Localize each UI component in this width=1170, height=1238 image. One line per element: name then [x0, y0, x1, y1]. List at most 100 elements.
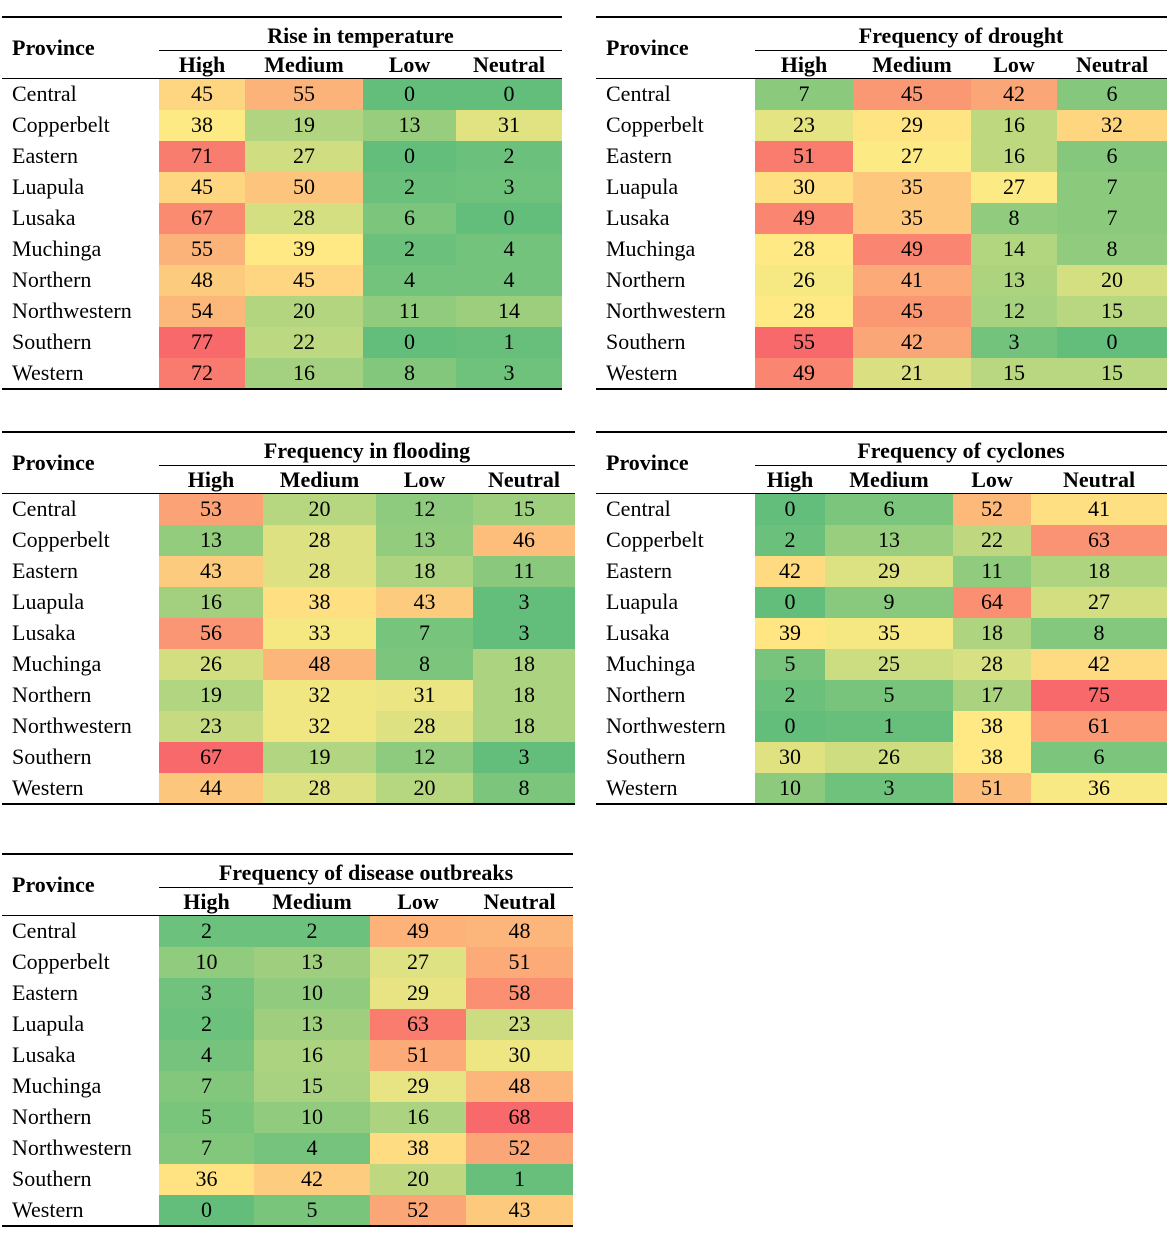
heat-cell-western-medium: 28 [263, 772, 376, 805]
province-header: Province [2, 431, 159, 494]
heat-cell-northern-low: 4 [363, 264, 456, 296]
row-label-central: Central [12, 81, 77, 107]
heat-cell-northern-medium: 41 [853, 264, 971, 296]
table-title: Frequency in flooding [159, 431, 575, 466]
table-row: Copperbelt 10 13 27 51 [2, 946, 574, 978]
column-header-low: Low [376, 465, 473, 494]
column-header-neutral: Neutral [473, 465, 575, 494]
row-label-western: Western [596, 772, 755, 805]
heat-cell-northwestern-neutral: 52 [466, 1132, 574, 1164]
heat-cell-southern-medium: 26 [825, 741, 953, 773]
heat-cell-muchinga-low: 28 [953, 648, 1031, 680]
heat-cell-lusaka-medium: 16 [254, 1039, 370, 1071]
column-header-neutral: Neutral [1057, 50, 1168, 79]
heat-cell-lusaka-low: 6 [363, 202, 456, 234]
column-header-neutral: Neutral [1031, 465, 1168, 494]
heat-cell-northwestern-low: 28 [376, 710, 473, 742]
heat-cell-northern-high: 5 [159, 1101, 254, 1133]
table-row: Western 49 21 15 15 [596, 357, 1168, 390]
heat-cell-lusaka-high: 56 [159, 617, 263, 649]
heat-cell-luapula-medium: 38 [263, 586, 376, 618]
heat-cell-eastern-medium: 27 [245, 140, 363, 172]
heat-cell-lusaka-low: 18 [953, 617, 1031, 649]
heat-cell-northern-high: 2 [755, 679, 825, 711]
heat-cell-southern-neutral: 0 [1057, 326, 1168, 358]
heat-cell-eastern-high: 71 [159, 140, 245, 172]
row-label-northern: Northern [12, 682, 92, 707]
heat-cell-western-low: 20 [376, 772, 473, 805]
heat-cell-central-medium: 55 [245, 78, 363, 110]
heat-cell-muchinga-medium: 15 [254, 1070, 370, 1102]
heat-cell-western-neutral: 3 [456, 357, 562, 390]
heat-cell-southern-medium: 19 [263, 741, 376, 773]
heat-cell-northwestern-high: 28 [755, 295, 853, 327]
row-label-eastern: Eastern [12, 980, 78, 1005]
row-label-copperbelt: Copperbelt [12, 527, 110, 552]
heat-cell-copperbelt-high: 23 [755, 109, 853, 141]
row-label-southern: Southern [606, 744, 686, 769]
heat-cell-copperbelt-low: 13 [363, 109, 456, 141]
heat-cell-luapula-neutral: 7 [1057, 171, 1168, 203]
heat-cell-muchinga-high: 26 [159, 648, 263, 680]
heat-cell-copperbelt-neutral: 46 [473, 524, 575, 556]
province-header: Province [596, 16, 755, 79]
heat-cell-eastern-medium: 28 [263, 555, 376, 587]
table-row: Northern 26 41 13 20 [596, 264, 1168, 296]
table-row: Copperbelt 2 13 22 63 [596, 524, 1168, 556]
table-row: Southern 55 42 3 0 [596, 326, 1168, 358]
province-header: Province [596, 431, 755, 494]
heat-cell-southern-neutral: 1 [466, 1163, 574, 1195]
heat-cell-eastern-low: 16 [971, 140, 1057, 172]
row-label-copperbelt: Copperbelt [12, 949, 110, 974]
table-row: Lusaka 56 33 7 3 [2, 617, 575, 649]
column-header-high: High [159, 887, 254, 916]
heat-cell-eastern-low: 11 [953, 555, 1031, 587]
heat-cell-eastern-neutral: 18 [1031, 555, 1168, 587]
heat-cell-central-high: 2 [159, 915, 254, 947]
row-label-eastern: Eastern [12, 558, 78, 583]
heat-cell-northern-low: 16 [370, 1101, 466, 1133]
heat-cell-southern-high: 36 [159, 1163, 254, 1195]
heat-cell-western-high: 72 [159, 357, 245, 390]
row-label-central: Central [12, 496, 77, 522]
heat-cell-central-neutral: 15 [473, 493, 575, 525]
heat-cell-copperbelt-low: 13 [376, 524, 473, 556]
heat-cell-muchinga-neutral: 4 [456, 233, 562, 265]
row-label-muchinga: Muchinga [606, 651, 696, 676]
heat-cell-eastern-medium: 10 [254, 977, 370, 1009]
row-label-eastern: Eastern [606, 558, 672, 583]
table-row: Northern 48 45 4 4 [2, 264, 562, 296]
heatmap-table: Province Frequency in flooding High Medium L… [2, 431, 575, 805]
heat-cell-copperbelt-medium: 29 [853, 109, 971, 141]
heat-cell-luapula-high: 30 [755, 171, 853, 203]
table-row: Luapula 0 9 64 27 [596, 586, 1168, 618]
column-header-high: High [755, 50, 853, 79]
column-header-medium: Medium [263, 465, 376, 494]
heat-cell-muchinga-low: 8 [376, 648, 473, 680]
heat-cell-central-high: 7 [755, 78, 853, 110]
table-title: Rise in temperature [159, 16, 562, 51]
heat-cell-luapula-high: 2 [159, 1008, 254, 1040]
heat-cell-luapula-neutral: 3 [473, 586, 575, 618]
heat-cell-northwestern-neutral: 61 [1031, 710, 1168, 742]
heat-cell-lusaka-high: 49 [755, 202, 853, 234]
row-label-northwestern: Northwestern [12, 298, 132, 323]
heat-cell-muchinga-medium: 39 [245, 233, 363, 265]
heat-cell-luapula-medium: 13 [254, 1008, 370, 1040]
heat-cell-copperbelt-high: 38 [159, 109, 245, 141]
heat-cell-southern-neutral: 1 [456, 326, 562, 358]
heat-cell-northwestern-high: 0 [755, 710, 825, 742]
heat-cell-southern-medium: 22 [245, 326, 363, 358]
heat-cell-copperbelt-medium: 13 [254, 946, 370, 978]
heat-cell-muchinga-high: 55 [159, 233, 245, 265]
heatmap-table: Province Frequency of disease outbreaks Hi… [2, 853, 574, 1227]
row-label-lusaka: Lusaka [606, 205, 670, 230]
table-row: Luapula 2 13 63 23 [2, 1008, 574, 1040]
table-title: Frequency of disease outbreaks [159, 853, 574, 888]
heat-cell-luapula-neutral: 3 [456, 171, 562, 203]
heat-cell-southern-low: 12 [376, 741, 473, 773]
heat-cell-luapula-neutral: 27 [1031, 586, 1168, 618]
heat-cell-lusaka-medium: 35 [825, 617, 953, 649]
heatmap-frequency-of-cyclones: Province Frequency of cyclones High Medium L… [596, 431, 1168, 805]
heat-cell-eastern-high: 3 [159, 977, 254, 1009]
